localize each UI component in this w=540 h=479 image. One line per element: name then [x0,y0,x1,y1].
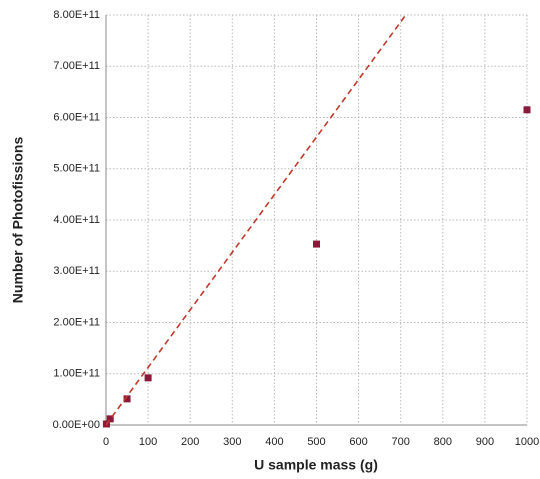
data-point [523,106,531,114]
x-tick-label: 0 [103,436,109,448]
data-point [106,415,114,423]
x-tick-label: 200 [181,436,199,448]
y-tick-label: 1.00E+11 [53,368,100,380]
x-tick-label: 300 [223,436,241,448]
x-tick-label: 700 [392,436,410,448]
x-tick-label: 100 [139,436,157,448]
x-tick-label: 1000 [515,436,539,448]
data-point [144,374,152,382]
x-tick-label: 800 [434,436,452,448]
y-tick-label: 4.00E+11 [53,214,100,226]
y-tick-label: 7.00E+11 [53,60,100,72]
y-tick-label: 2.00E+11 [53,316,100,328]
y-axis-title: Number of Photofissions [10,137,26,304]
y-tick-label: 8.00E+11 [53,9,100,21]
x-axis-title: U sample mass (g) [254,457,378,473]
y-tick-label: 6.00E+11 [53,111,100,123]
y-tick-label: 5.00E+11 [53,163,100,175]
x-tick-label: 600 [349,436,367,448]
x-tick-label: 400 [265,436,283,448]
y-tick-label: 0.00E+00 [53,419,100,431]
y-tick-label: 3.00E+11 [53,265,100,277]
data-point [123,395,131,403]
x-tick-label: 500 [307,436,325,448]
x-tick-label: 900 [476,436,494,448]
trend-line [105,14,407,426]
data-point [313,240,320,248]
